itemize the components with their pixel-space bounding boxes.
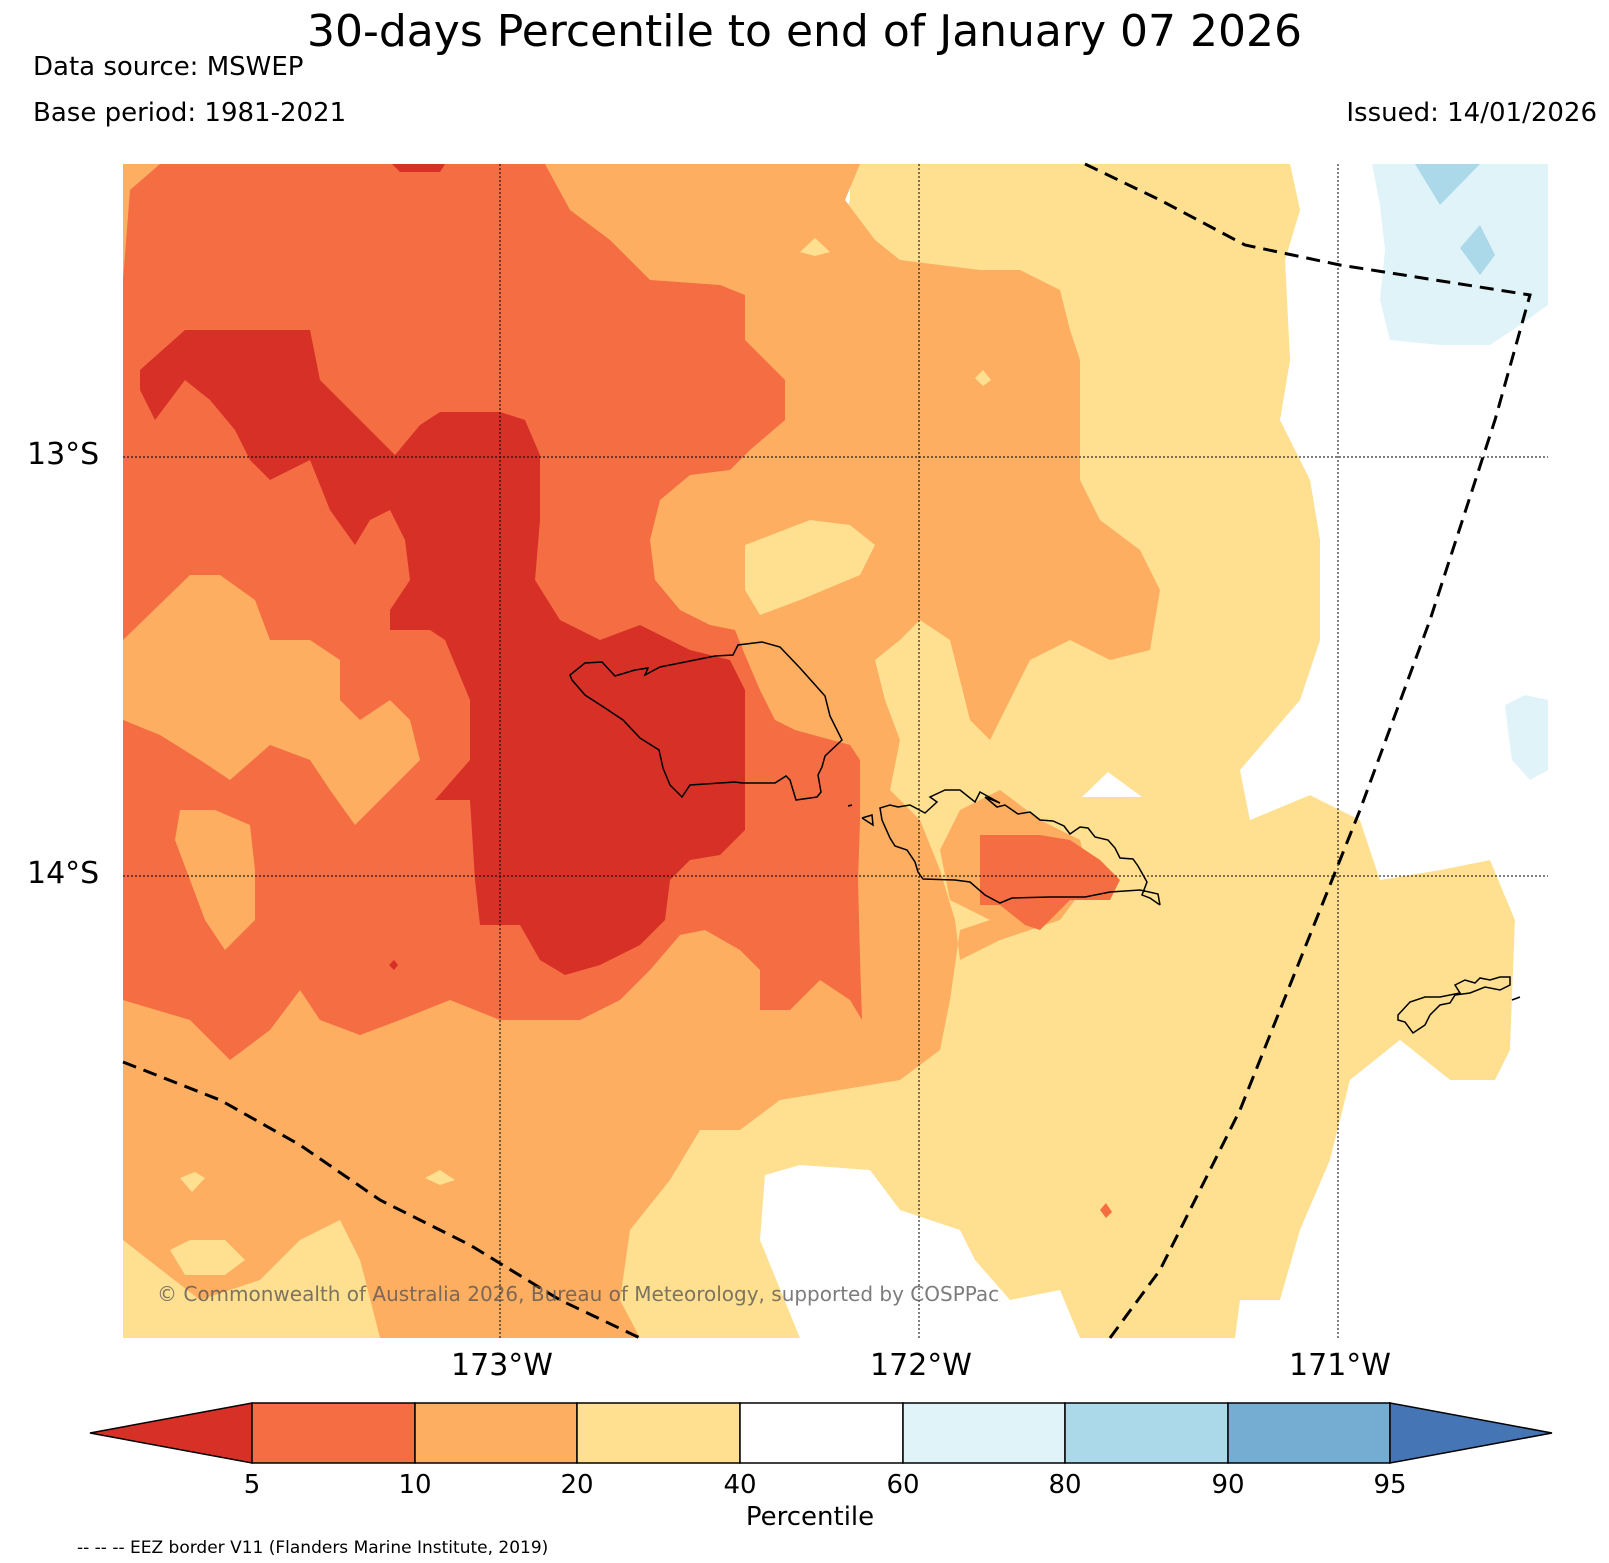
- graticule: [123, 164, 1548, 1338]
- zone-5-10-upolu: [980, 835, 1120, 930]
- colorbar-bin-20-40: [576, 1402, 741, 1464]
- eez-border-east: [1084, 162, 1532, 1339]
- zone-40-60-pocket-1: [1082, 772, 1142, 797]
- colorbar: [89, 1402, 1553, 1464]
- data-source-label: Data source: MSWEP: [33, 52, 304, 82]
- zone-below-5-speck: [389, 960, 398, 970]
- zone-60-80-northeast: [1372, 164, 1548, 345]
- upolu-coastline: [879, 789, 1161, 906]
- issued-date-label: Issued: 14/01/2026: [1346, 98, 1597, 128]
- colorbar-bin-90-95: [1227, 1402, 1391, 1464]
- copyright-notice: © Commonwealth of Australia 2026, Bureau…: [157, 1282, 1000, 1306]
- zone-40-60-east: [1235, 164, 1548, 1338]
- lat-label-13s: 13°S: [27, 437, 100, 472]
- zone-20-40-speck-2: [975, 370, 991, 386]
- colorbar-tick-80: 80: [1048, 1470, 1082, 1500]
- eez-border: [122, 162, 1532, 1340]
- zone-below-5-top: [392, 164, 445, 172]
- lon-label-171w: 171°W: [1289, 1348, 1391, 1383]
- colorbar-tick-20: 20: [560, 1470, 594, 1500]
- colorbar-bin-5-10: [251, 1402, 416, 1464]
- eez-border-southwest: [122, 1060, 641, 1340]
- colorbar-bin-40-60: [739, 1402, 904, 1464]
- lat-label-14s: 14°S: [27, 856, 100, 891]
- lon-label-173w: 173°W: [451, 1348, 553, 1383]
- colorbar-upper-extension: [1389, 1402, 1553, 1464]
- tutuila-coastline: [1397, 976, 1511, 1035]
- manono-islet: [847, 804, 853, 807]
- zone-20-40-sw-1: [170, 1240, 245, 1275]
- zone-20-40-southeast: [1240, 164, 1320, 770]
- map-title: 30-days Percentile to end of January 07 …: [307, 6, 1302, 57]
- zone-10-20-pocket-west: [175, 810, 255, 950]
- lon-label-172w: 172°W: [870, 1348, 972, 1383]
- zone-20-40-pocket: [745, 520, 875, 615]
- savaii-coastline: [569, 641, 843, 801]
- colorbar-label: Percentile: [745, 1502, 875, 1532]
- zone-80-90-1: [1415, 164, 1480, 205]
- colorbar-tick-40: 40: [723, 1470, 757, 1500]
- zone-5-10-speck: [1100, 1203, 1112, 1218]
- zone-80-90-2: [1460, 225, 1495, 275]
- zone-20-40-speck: [800, 238, 830, 256]
- zone-below-5: [140, 330, 745, 975]
- colorbar-tick-90: 90: [1211, 1470, 1245, 1500]
- zone-20-40-sw-3: [425, 1170, 455, 1185]
- colorbar-tick-10: 10: [398, 1470, 432, 1500]
- zone-20-40-sw-4: [123, 1220, 380, 1338]
- eez-border-note: -- -- -- EEZ border V11 (Flanders Marine…: [77, 1538, 549, 1558]
- apolima-islet: [861, 814, 874, 827]
- tutuila-east-tip: [1511, 996, 1521, 1001]
- colorbar-bin-80-90: [1064, 1402, 1229, 1464]
- colorbar-tick-60: 60: [886, 1470, 920, 1500]
- colorbar-bin-10-20: [414, 1402, 578, 1464]
- colorbar-lower-extension: [89, 1402, 253, 1464]
- base-period-label: Base period: 1981-2021: [33, 98, 347, 128]
- colorbar-tick-5: 5: [243, 1470, 261, 1500]
- colorbar-bin-60-80: [902, 1402, 1066, 1464]
- zone-20-40-sw-2: [180, 1172, 205, 1192]
- colorbar-tick-95: 95: [1373, 1470, 1407, 1500]
- zone-60-80-east: [1505, 695, 1548, 780]
